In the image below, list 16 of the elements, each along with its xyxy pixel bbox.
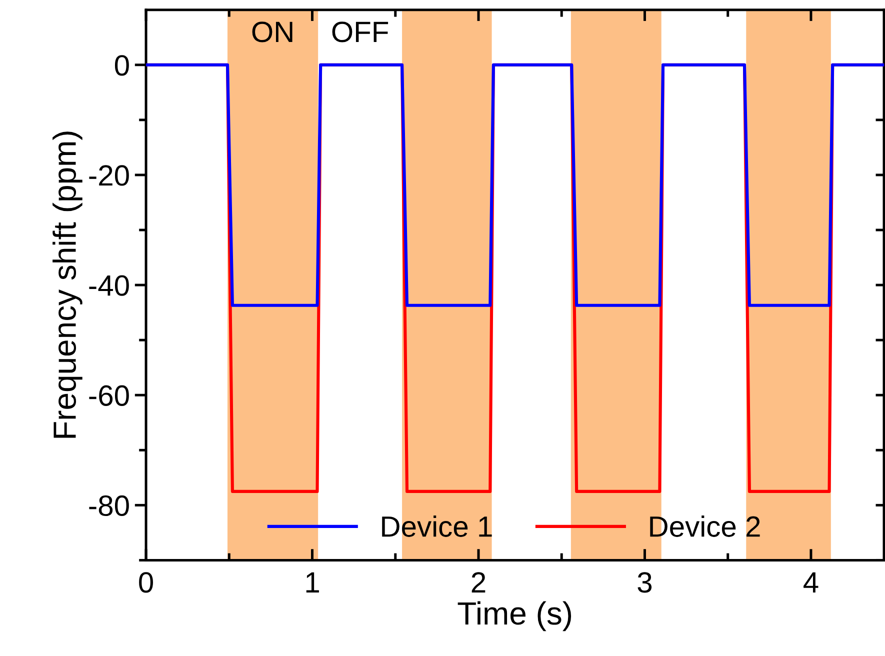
x-tick-label: 4 [804,572,818,592]
legend-label: Device 2 [650,516,760,537]
y-tick-label: 0 [114,55,129,76]
y-axis-title: Frequency shift (ppm) [52,132,82,438]
band-label: ON [252,22,292,42]
y-tick-label: -40 [89,275,129,296]
legend-label: Device 1 [382,516,492,537]
x-tick-label: 2 [472,572,486,592]
y-tick-label: -60 [89,385,129,406]
x-axis-title: Time (s) [458,601,572,632]
y-tick-label: -80 [89,495,129,516]
x-tick-label: 1 [306,572,319,592]
x-tick-label: 0 [139,572,153,593]
y-tick-label: -20 [89,165,129,186]
annotation: OFF [332,22,388,42]
x-tick-label: 3 [638,572,652,593]
